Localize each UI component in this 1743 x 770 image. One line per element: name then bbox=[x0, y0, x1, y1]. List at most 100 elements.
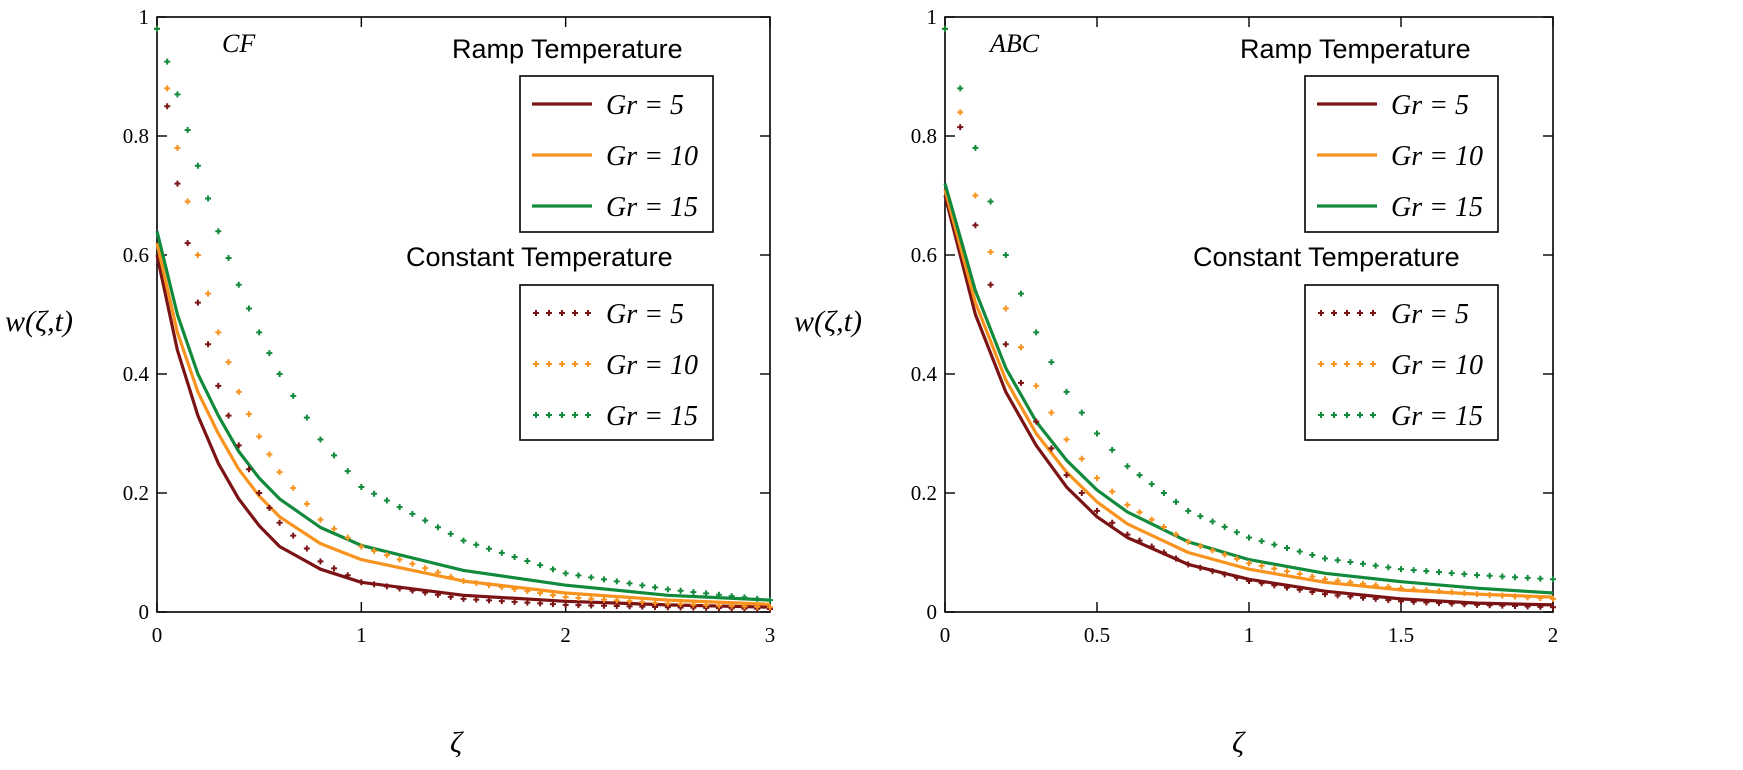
legend-plus-mark bbox=[559, 310, 565, 316]
data-point-plus bbox=[225, 412, 232, 419]
data-point-plus bbox=[524, 558, 531, 565]
data-point-plus bbox=[290, 485, 297, 492]
legend-plus-mark bbox=[1331, 310, 1337, 316]
data-point-plus bbox=[184, 127, 191, 134]
data-point-plus bbox=[1512, 593, 1518, 600]
data-point-plus bbox=[1271, 582, 1278, 589]
data-point-plus bbox=[422, 565, 429, 572]
legend-ramp-title: Ramp Temperature bbox=[452, 34, 683, 64]
data-point-plus bbox=[1109, 519, 1116, 526]
legend-entry-constant-gr5: Gr = 5 bbox=[606, 299, 684, 330]
data-point-plus bbox=[303, 414, 310, 421]
y-tick-label: 0.2 bbox=[123, 481, 149, 505]
data-point-plus bbox=[1246, 578, 1252, 585]
data-point-plus bbox=[1258, 538, 1265, 545]
data-point-plus bbox=[225, 254, 232, 261]
data-point-plus bbox=[1385, 564, 1392, 571]
data-point-plus bbox=[1078, 490, 1085, 496]
legend-entry-constant-gr10: Gr = 10 bbox=[606, 350, 698, 381]
legend-plus-mark bbox=[585, 361, 591, 367]
data-point-plus bbox=[498, 549, 505, 556]
data-point-plus bbox=[1078, 409, 1085, 416]
data-point-plus bbox=[626, 580, 633, 587]
data-point-plus bbox=[1160, 524, 1167, 531]
data-point-plus bbox=[164, 85, 171, 92]
data-point-plus bbox=[235, 281, 242, 288]
data-point-plus bbox=[1436, 600, 1442, 607]
data-point-plus bbox=[537, 590, 544, 597]
data-point-plus bbox=[460, 537, 467, 544]
data-point-plus bbox=[358, 543, 365, 550]
data-point-plus bbox=[1094, 507, 1100, 514]
method-label: CF bbox=[222, 29, 256, 58]
data-point-plus bbox=[205, 195, 212, 202]
data-point-plus bbox=[1124, 463, 1131, 470]
data-point-plus bbox=[613, 578, 620, 585]
data-point-plus bbox=[215, 382, 222, 389]
data-point-plus bbox=[1233, 529, 1240, 536]
data-point-plus bbox=[1284, 545, 1290, 552]
legend-plus-mark bbox=[1357, 412, 1363, 418]
data-point-plus bbox=[1347, 593, 1354, 600]
data-point-plus bbox=[1246, 534, 1252, 541]
data-point-plus bbox=[256, 433, 263, 440]
data-point-plus bbox=[1372, 562, 1379, 569]
data-point-plus bbox=[1078, 455, 1085, 462]
data-point-plus bbox=[677, 587, 684, 594]
data-point-plus bbox=[600, 596, 607, 603]
legend-plus-mark bbox=[1318, 310, 1324, 316]
data-point-plus bbox=[549, 592, 556, 599]
data-point-plus bbox=[1018, 379, 1024, 386]
data-point-plus bbox=[215, 228, 222, 235]
data-point-plus bbox=[575, 602, 582, 609]
data-point-plus bbox=[1185, 507, 1192, 514]
legend-constant-title: Constant Temperature bbox=[406, 242, 673, 272]
data-point-plus bbox=[1448, 570, 1455, 577]
data-point-plus bbox=[957, 85, 964, 92]
legend-plus-mark bbox=[559, 412, 565, 418]
data-point-plus bbox=[1512, 603, 1518, 610]
data-point-plus bbox=[486, 597, 493, 604]
data-point-plus bbox=[245, 411, 252, 418]
data-point-plus bbox=[409, 587, 416, 594]
x-tick-label: 0 bbox=[152, 623, 163, 647]
data-point-plus bbox=[1448, 589, 1455, 596]
legend-plus-mark bbox=[1331, 412, 1337, 418]
legend-entry-ramp-gr10: Gr = 10 bbox=[1391, 141, 1483, 172]
data-point-plus bbox=[987, 198, 994, 205]
legend-entry-ramp-gr15: Gr = 15 bbox=[1391, 192, 1483, 223]
legend-entry-ramp-gr10: Gr = 10 bbox=[606, 141, 698, 172]
data-point-plus bbox=[331, 565, 338, 572]
data-point-plus bbox=[1048, 359, 1055, 366]
data-point-plus bbox=[1148, 543, 1155, 550]
data-point-plus bbox=[1221, 523, 1228, 530]
data-point-plus bbox=[1197, 543, 1204, 550]
legend-entry-constant-gr5: Gr = 5 bbox=[1391, 299, 1469, 330]
data-point-plus bbox=[715, 591, 722, 598]
data-point-plus bbox=[1537, 575, 1544, 582]
data-point-plus bbox=[344, 572, 351, 579]
data-point-plus bbox=[1410, 586, 1417, 593]
data-point-plus bbox=[1360, 560, 1366, 567]
data-point-plus bbox=[344, 534, 351, 541]
data-point-plus bbox=[1160, 490, 1167, 496]
data-point-plus bbox=[1109, 446, 1116, 453]
data-point-plus bbox=[422, 589, 429, 596]
data-point-plus bbox=[473, 596, 480, 603]
legend-plus-mark bbox=[1357, 310, 1363, 316]
x-tick-label: 0.5 bbox=[1084, 623, 1110, 647]
legend-plus-mark bbox=[1370, 361, 1376, 367]
data-point-plus bbox=[1410, 598, 1417, 605]
data-point-plus bbox=[1385, 583, 1392, 590]
legend-entry-ramp-gr5: Gr = 5 bbox=[1391, 90, 1469, 121]
data-point-plus bbox=[741, 594, 748, 601]
series-line-ramp-gr15 bbox=[155, 230, 771, 602]
data-point-plus bbox=[1334, 557, 1341, 564]
x-axis-label: ζ bbox=[450, 726, 464, 759]
legend-entry-ramp-gr15: Gr = 15 bbox=[606, 192, 698, 223]
data-point-plus bbox=[358, 579, 365, 586]
data-point-plus bbox=[358, 484, 365, 491]
data-point-plus bbox=[1550, 595, 1556, 602]
data-point-plus bbox=[511, 553, 518, 560]
data-point-plus bbox=[1309, 588, 1316, 595]
